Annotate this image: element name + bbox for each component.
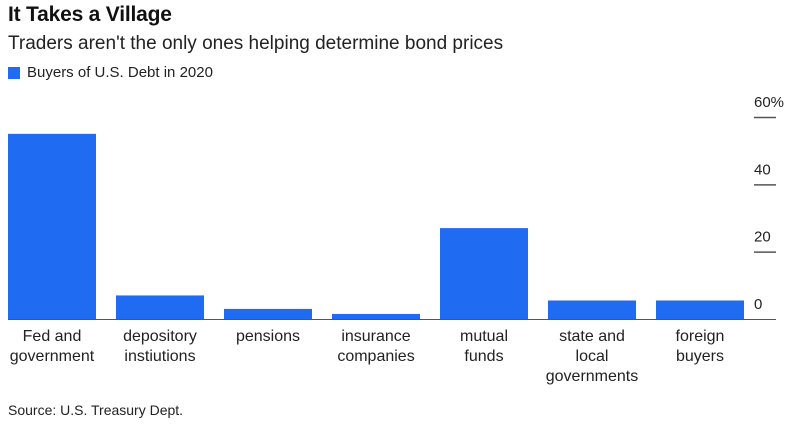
legend: Buyers of U.S. Debt in 2020 (8, 64, 213, 81)
category-label-4: mutual funds (459, 328, 509, 365)
source-note: Source: U.S. Treasury Dept. (8, 402, 184, 418)
bar-3 (332, 313, 420, 319)
chart-subtitle: Traders aren't the only ones helping det… (8, 33, 504, 54)
bar-4 (440, 228, 528, 319)
bar-5 (548, 300, 636, 319)
category-label-0: Fed and government (9, 328, 95, 365)
legend-swatch (8, 66, 20, 79)
y-tick-label-2: 40 (754, 161, 771, 178)
y-tick-label-3: 60% (754, 94, 784, 111)
category-label-5: state and local governments (545, 328, 639, 385)
legend-label: Buyers of U.S. Debt in 2020 (27, 64, 213, 81)
chart-title: It Takes a Village (8, 3, 172, 26)
category-label-3: insurance companies (337, 328, 415, 365)
bar-6 (656, 300, 744, 319)
category-label-2: pensions (235, 328, 301, 345)
category-label-1: depository instiutions (123, 328, 197, 365)
bar-0 (8, 133, 96, 319)
y-tick-label-0: 0 (754, 296, 762, 313)
y-tick-label-1: 20 (754, 229, 771, 246)
bar-1 (116, 295, 204, 319)
category-label-6: foreign buyers (675, 328, 725, 365)
bar-2 (224, 308, 312, 319)
